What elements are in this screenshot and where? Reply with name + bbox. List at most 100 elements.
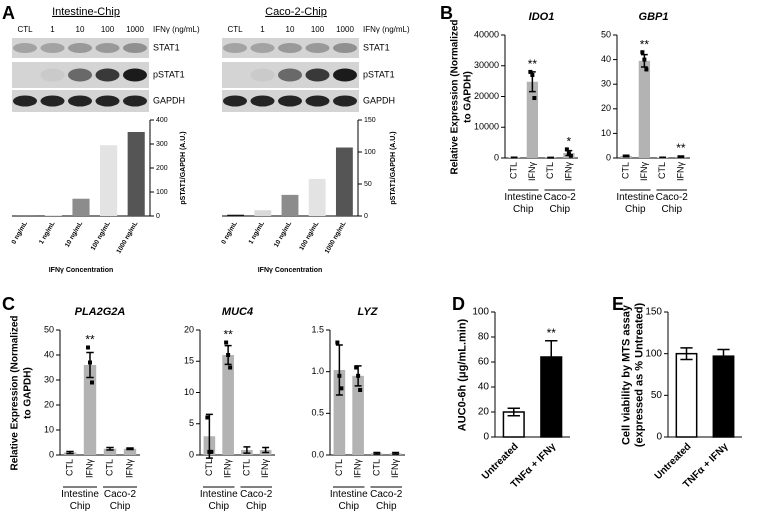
lane-label: 1 (50, 25, 55, 34)
y-tick-label: 5 (189, 418, 194, 428)
group-label: Caco-2 Chip (543, 192, 576, 215)
data-point (86, 345, 90, 350)
y-tick-label: 15 (184, 356, 194, 366)
x-axis-label: IFNγ Concentration (258, 267, 323, 274)
bar (44, 215, 62, 216)
data-point (205, 415, 210, 420)
blot-band (305, 68, 330, 82)
bar (227, 214, 245, 216)
blot-row-label: STAT1 (153, 42, 180, 52)
error-bar (622, 154, 630, 158)
group-label: Intestine Chip (329, 489, 368, 512)
x-tick-label: CTL (64, 459, 74, 476)
error-bar (126, 447, 134, 451)
error-bar (392, 451, 400, 455)
y-tick-label: 40000 (474, 29, 499, 39)
y-tick-label: 0 (656, 432, 662, 443)
y-tick-label: 50 (651, 390, 663, 401)
x-tick-label: CTL (545, 162, 555, 179)
y-tick-label: 150 (645, 307, 662, 318)
x-tick-label: CTL (334, 459, 344, 476)
blot-band (278, 68, 302, 82)
blot-band (250, 43, 275, 53)
error-bar (106, 446, 114, 451)
y-tick-label: 100 (472, 307, 489, 318)
blot-band (333, 43, 357, 53)
y-tick-label: 100 (645, 348, 662, 359)
lane-label: 100 (311, 25, 325, 34)
panel-letter: C (2, 294, 15, 314)
x-tick-label: CTL (104, 459, 114, 476)
blot-row-label: GAPDH (363, 95, 395, 105)
lane-title: IFNγ (ng/mL) (363, 25, 410, 34)
y-tick-label: 10 (44, 424, 54, 434)
y-tick-label: 40 (601, 54, 611, 64)
lane-label: 1000 (336, 25, 354, 34)
blot-band (123, 95, 147, 107)
group-label: Caco-2 Chip (103, 489, 137, 512)
chart-title: IDO1 (529, 11, 555, 23)
bar (638, 60, 651, 158)
x-tick-label: 0 ng/mL (10, 220, 29, 245)
x-tick-label: IFNγ (390, 459, 400, 478)
data-point (335, 340, 340, 345)
blot-band (250, 95, 275, 107)
blot-band (223, 95, 247, 107)
y-tick-label: 0 (49, 449, 54, 459)
data-point (530, 72, 535, 77)
y-tick-label: 40 (44, 349, 54, 359)
data-point (337, 373, 342, 378)
data-point (566, 151, 571, 156)
error-bar (547, 156, 555, 159)
x-tick-label: CTL (509, 162, 519, 179)
blot-band (68, 68, 92, 82)
lane-label: 100 (101, 25, 115, 34)
group-label: Caco-2 Chip (370, 489, 403, 512)
x-tick-label: 1000 ng/mL (115, 220, 139, 254)
lane-label: 10 (286, 25, 295, 34)
lane-label: 1 (260, 25, 265, 34)
lane-label: CTL (227, 25, 243, 34)
group-label: Intestine Chip (199, 489, 238, 512)
y-tick-label: 50 (44, 324, 54, 334)
error-bar (510, 156, 518, 159)
blot-band (305, 43, 330, 53)
y-axis-label: Relative Expression (Normalized to GAPDH… (9, 314, 33, 471)
panel-letter: B (440, 3, 453, 23)
blot-band (95, 95, 120, 107)
bar (526, 81, 539, 158)
y-tick-label: 0.5 (311, 408, 324, 418)
significance-label: ** (676, 141, 686, 155)
blot-title: Caco-2-Chip (265, 6, 327, 18)
error-bar (680, 347, 693, 361)
blot-band (95, 43, 120, 53)
bar (281, 194, 299, 216)
bar (254, 210, 272, 216)
data-point (228, 365, 233, 370)
error-bar (507, 407, 520, 417)
data-point (640, 50, 645, 55)
panel-letter: D (452, 294, 465, 314)
y-tick-label: 200 (156, 165, 168, 172)
blot-band (123, 68, 147, 82)
x-tick-label: 100 ng/mL (90, 220, 112, 251)
bar (123, 448, 137, 455)
y-tick-label: 60 (478, 357, 490, 368)
error-bar (677, 155, 685, 159)
y-tick-label: 10000 (474, 122, 499, 132)
x-tick-label: CTL (204, 459, 214, 476)
x-tick-label: 10 ng/mL (273, 220, 293, 248)
y-tick-label: 0 (494, 152, 499, 162)
x-tick-label: CTL (241, 459, 251, 476)
chart-title: PLA2G2A (75, 306, 126, 318)
blot-band (223, 43, 247, 53)
group-label: Caco-2 Chip (240, 489, 273, 512)
y-tick-label: 30 (601, 79, 611, 89)
y-tick-label: 20 (601, 103, 611, 113)
group-label: Intestine Chip (616, 192, 655, 215)
data-point (568, 153, 573, 158)
significance-label: * (567, 135, 572, 149)
data-point (209, 449, 214, 454)
x-tick-label: IFNγ (353, 459, 363, 478)
